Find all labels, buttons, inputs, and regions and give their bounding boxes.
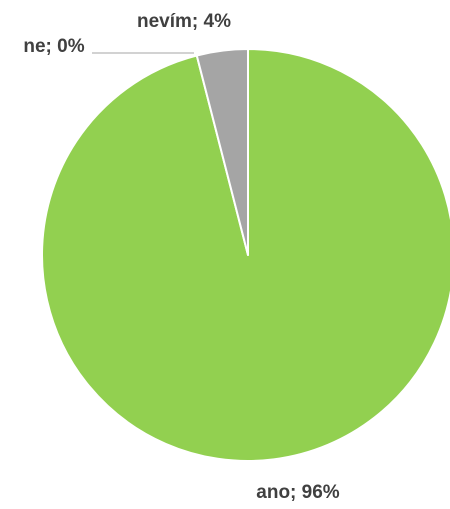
data-label-nev-m: nevím; 4% bbox=[137, 11, 231, 32]
data-label-ano: ano; 96% bbox=[256, 482, 340, 503]
pie-slice-ano bbox=[41, 48, 450, 462]
data-label-ne: ne; 0% bbox=[23, 36, 84, 57]
data-labels: ano; 96% ne; 0% nevím; 4% bbox=[23, 11, 339, 503]
pie-slice-nev-m bbox=[195, 48, 249, 256]
pie-slices bbox=[41, 48, 450, 462]
